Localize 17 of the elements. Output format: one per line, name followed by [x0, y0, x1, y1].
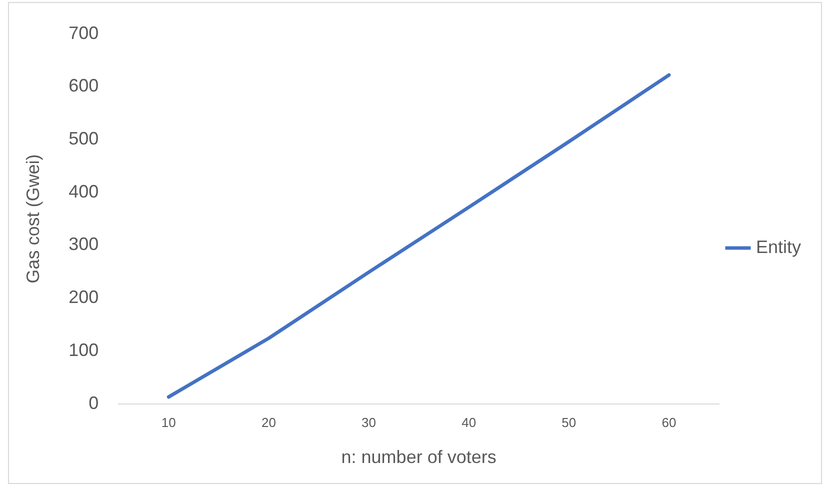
- y-tick-label: 200: [68, 287, 99, 308]
- y-tick-label: 700: [68, 22, 99, 43]
- y-tick-label: 100: [68, 340, 99, 360]
- y-tick-label: 500: [68, 128, 99, 148]
- x-tick-label: 50: [562, 415, 576, 430]
- y-tick-label: 300: [68, 234, 99, 254]
- x-tick-label: 30: [362, 415, 376, 430]
- y-axis-title: Gas cost (Gwei): [22, 154, 43, 284]
- x-axis-title: n: number of voters: [341, 447, 496, 468]
- y-tick-label: 400: [68, 181, 99, 202]
- x-tick-label: 20: [261, 415, 276, 430]
- x-tick-label: 10: [161, 415, 176, 430]
- x-tick-label: 60: [662, 415, 676, 430]
- y-tick-label: 600: [68, 76, 99, 96]
- legend-label: Entity: [756, 236, 802, 257]
- y-tick-label: 0: [88, 392, 99, 413]
- x-tick-label: 40: [462, 415, 476, 430]
